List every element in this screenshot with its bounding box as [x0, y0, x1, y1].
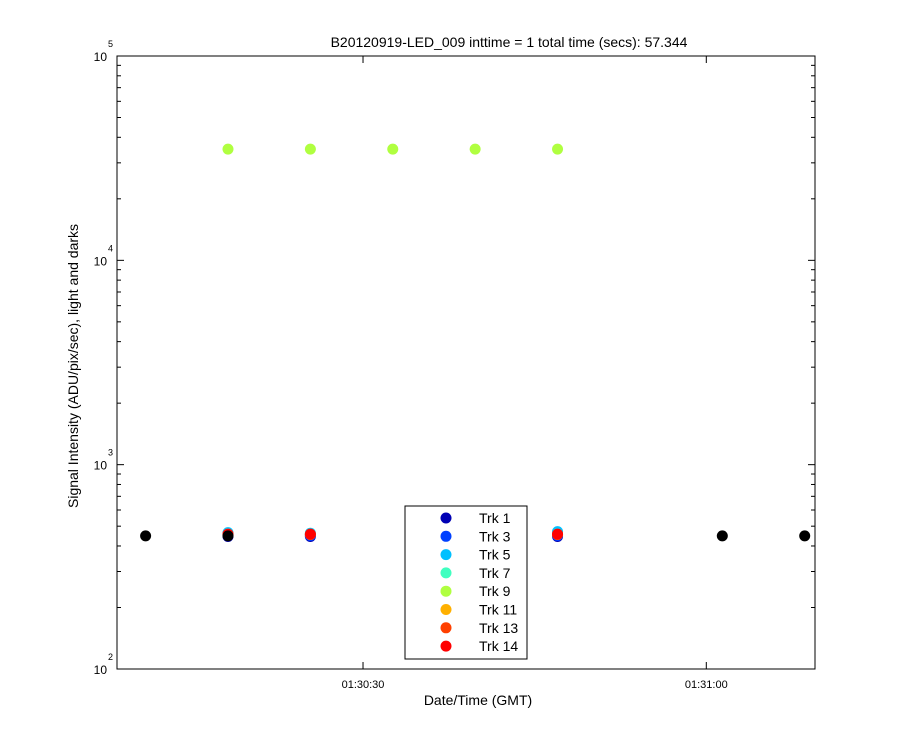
- data-point: [387, 143, 399, 155]
- data-point: [222, 143, 234, 155]
- data-point: [552, 143, 564, 155]
- data-point: [222, 530, 234, 542]
- legend-marker: [440, 585, 452, 597]
- legend-label: Trk 7: [479, 565, 511, 581]
- legend-label: Trk 5: [479, 547, 511, 563]
- data-point: [716, 530, 728, 542]
- legend-marker: [440, 640, 452, 652]
- y-tick-label-base: 10: [94, 50, 108, 64]
- x-axis-label: Date/Time (GMT): [424, 692, 532, 708]
- y-tick-label-exponent: 2: [108, 652, 113, 662]
- legend-label: Trk 3: [479, 528, 511, 544]
- chart-title: B20120919-LED_009 inttime = 1 total time…: [331, 34, 688, 50]
- legend-marker: [440, 604, 452, 615]
- data-point: [140, 530, 152, 542]
- data-point: [552, 528, 564, 540]
- y-tick-label-exponent: 3: [108, 448, 113, 458]
- legend-label: Trk 11: [479, 602, 517, 618]
- y-tick-label-base: 10: [94, 254, 108, 268]
- y-tick-label-base: 10: [94, 663, 108, 677]
- y-tick-label-exponent: 5: [108, 39, 113, 49]
- legend: Trk 1 Trk 3 Trk 5 Trk 7 Trk 9 Trk 11 Trk 13 Trk…: [404, 505, 528, 660]
- legend-marker: [440, 549, 452, 561]
- series-trk-9: [222, 143, 564, 155]
- legend-marker: [440, 567, 452, 579]
- x-tick-label: 01:31:00: [685, 679, 728, 691]
- axis-ticks: [117, 55, 815, 670]
- legend-label: Trk 14: [479, 638, 518, 654]
- y-tick-label-base: 10: [94, 459, 108, 473]
- data-point: [799, 530, 811, 542]
- y-tick-label-exponent: 4: [108, 243, 113, 253]
- legend-label: Trk 9: [479, 583, 511, 599]
- legend-label: Trk 13: [479, 620, 518, 636]
- legend-marker: [440, 512, 452, 524]
- y-axis-label: Signal Intensity (ADU/pix/sec), light an…: [65, 224, 81, 508]
- legend-box: [404, 505, 528, 660]
- data-point: [304, 143, 316, 155]
- x-tick-label: 01:30:30: [342, 679, 385, 691]
- legend-marker: [440, 530, 452, 542]
- series-dark: [140, 530, 811, 542]
- data-point: [469, 143, 481, 155]
- legend-marker: [440, 622, 452, 634]
- data-point: [304, 528, 316, 540]
- legend-label: Trk 1: [479, 510, 511, 526]
